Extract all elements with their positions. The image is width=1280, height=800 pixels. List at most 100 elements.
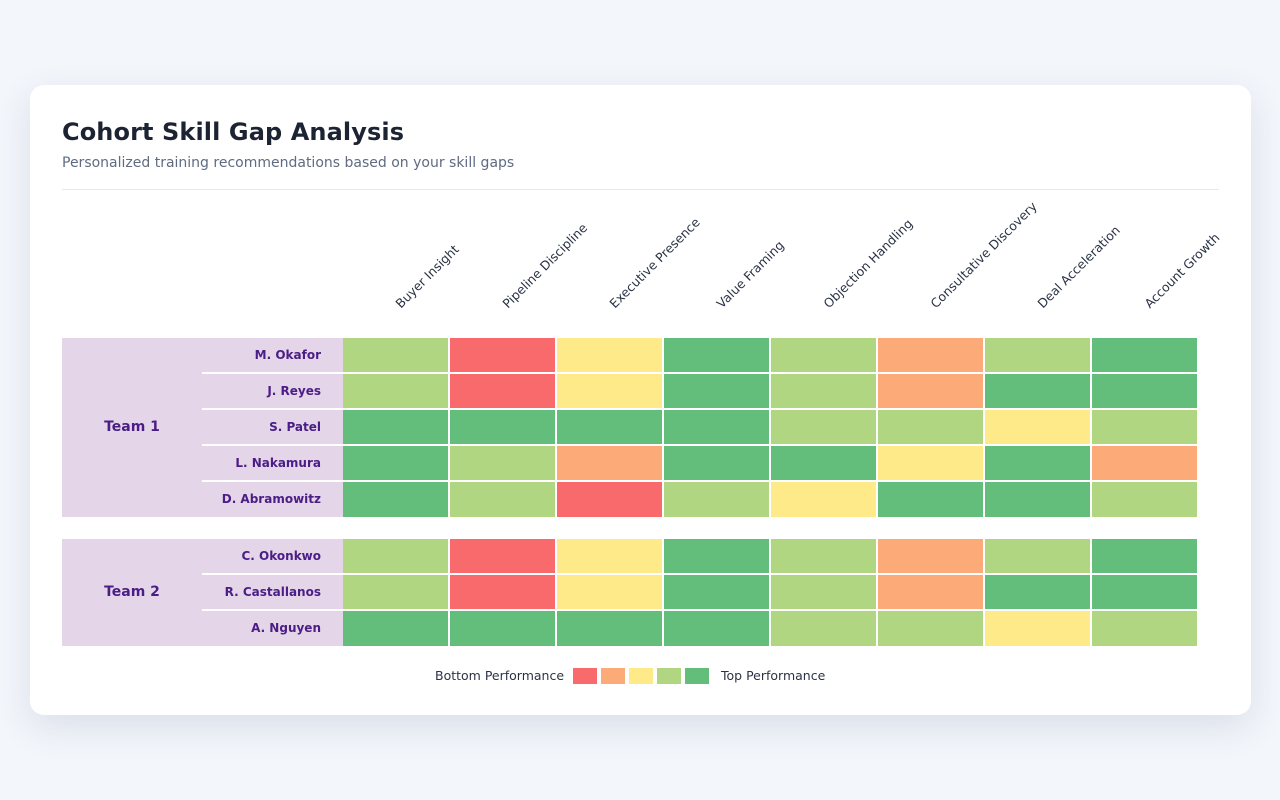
column-label: Account Growth: [1141, 229, 1223, 311]
heatmap-cell: [1092, 446, 1197, 480]
heatmap-cell: [1092, 539, 1197, 573]
row-label: A. Nguyen: [251, 621, 321, 635]
heatmap-cell: [1092, 482, 1197, 517]
heatmap-cell: [985, 410, 1090, 444]
heatmap-cell: [450, 374, 555, 408]
heatmap-cell: [557, 374, 662, 408]
heatmap-cell: [450, 482, 555, 517]
row-separator: [202, 480, 343, 482]
heatmap-cell: [771, 410, 876, 444]
legend-swatch: [629, 668, 653, 684]
heatmap-cell: [878, 374, 983, 408]
heatmap-cell: [450, 410, 555, 444]
heatmap-cell: [771, 611, 876, 646]
row-label: M. Okafor: [254, 348, 321, 362]
heatmap-cell: [985, 338, 1090, 372]
heatmap-cell: [878, 338, 983, 372]
legend-swatch: [657, 668, 681, 684]
heatmap-cell: [557, 482, 662, 517]
heatmap-cell: [664, 374, 769, 408]
row-label: C. Okonkwo: [241, 549, 322, 563]
heatmap-cell: [878, 539, 983, 573]
heatmap-cell: [450, 539, 555, 573]
heatmap-cell: [771, 539, 876, 573]
heatmap-cell: [1092, 575, 1197, 609]
heatmap-cell: [450, 611, 555, 646]
row-label: L. Nakamura: [235, 456, 321, 470]
row-label: D. Abramowitz: [221, 492, 321, 506]
heatmap-cell: [343, 575, 448, 609]
heatmap-cell: [1092, 374, 1197, 408]
team-label: Team 2: [104, 583, 160, 600]
heatmap-cell: [664, 446, 769, 480]
heatmap-cell: [450, 446, 555, 480]
legend-swatch: [601, 668, 625, 684]
heatmap-cell: [771, 446, 876, 480]
heatmap-cell: [878, 482, 983, 517]
heatmap-cell: [664, 575, 769, 609]
row-label: J. Reyes: [267, 384, 321, 398]
row-separator: [202, 372, 343, 374]
heatmap-cell: [664, 611, 769, 646]
heatmap-cell: [771, 482, 876, 517]
page-title: Cohort Skill Gap Analysis: [62, 118, 405, 146]
heatmap-cell: [343, 482, 448, 517]
row-separator: [202, 609, 343, 611]
heatmap-cell: [450, 575, 555, 609]
heatmap-cell: [771, 338, 876, 372]
skill-gap-card: Cohort Skill Gap Analysis Personalized t…: [30, 85, 1251, 715]
row-label: R. Castallanos: [224, 585, 321, 599]
heatmap-cell: [664, 410, 769, 444]
heatmap-cell: [664, 482, 769, 517]
heatmap-cell: [343, 446, 448, 480]
heatmap-cell: [343, 611, 448, 646]
team-block: [62, 539, 343, 646]
row-separator: [202, 408, 343, 410]
column-label: Deal Acceleration: [1034, 222, 1123, 311]
heatmap-cell: [343, 410, 448, 444]
heatmap-cell: [557, 446, 662, 480]
column-label: Executive Presence: [606, 214, 703, 311]
legend-swatch: [573, 668, 597, 684]
heatmap-cell: [557, 611, 662, 646]
heatmap-cell: [343, 338, 448, 372]
heatmap-cell: [985, 482, 1090, 517]
row-label: S. Patel: [269, 420, 321, 434]
heatmap-cell: [664, 539, 769, 573]
column-label: Consultative Discovery: [927, 198, 1040, 311]
heatmap-cell: [557, 575, 662, 609]
row-separator: [202, 444, 343, 446]
column-label: Value Framing: [713, 237, 787, 311]
heatmap-cell: [557, 539, 662, 573]
column-label: Pipeline Discipline: [499, 220, 591, 311]
heatmap-cell: [985, 575, 1090, 609]
heatmap-cell: [450, 338, 555, 372]
heatmap-cell: [878, 446, 983, 480]
team-block: [62, 338, 343, 517]
legend-min-label: Bottom Performance: [435, 668, 565, 683]
heatmap-cell: [343, 374, 448, 408]
legend: Bottom Performance Top Performance: [30, 667, 1251, 685]
heatmap-cell: [878, 575, 983, 609]
heatmap-cell: [557, 338, 662, 372]
heatmap-cell: [985, 611, 1090, 646]
heatmap-cell: [343, 539, 448, 573]
heatmap-cell: [557, 410, 662, 444]
heatmap-cell: [878, 410, 983, 444]
legend-max-label: Top Performance: [721, 668, 826, 683]
heatmap-cell: [664, 338, 769, 372]
heatmap-cell: [771, 575, 876, 609]
heatmap-cell: [878, 611, 983, 646]
heatmap-cell: [985, 374, 1090, 408]
column-label: Objection Handling: [820, 215, 916, 311]
heatmap-cell: [1092, 410, 1197, 444]
row-separator: [202, 573, 343, 575]
column-label: Buyer Insight: [392, 241, 462, 311]
heatmap-cell: [1092, 611, 1197, 646]
team-label: Team 1: [104, 418, 160, 435]
heatmap-cell: [771, 374, 876, 408]
heatmap-cell: [985, 539, 1090, 573]
header-divider: [62, 189, 1219, 190]
heatmap-cell: [985, 446, 1090, 480]
heatmap-cell: [1092, 338, 1197, 372]
